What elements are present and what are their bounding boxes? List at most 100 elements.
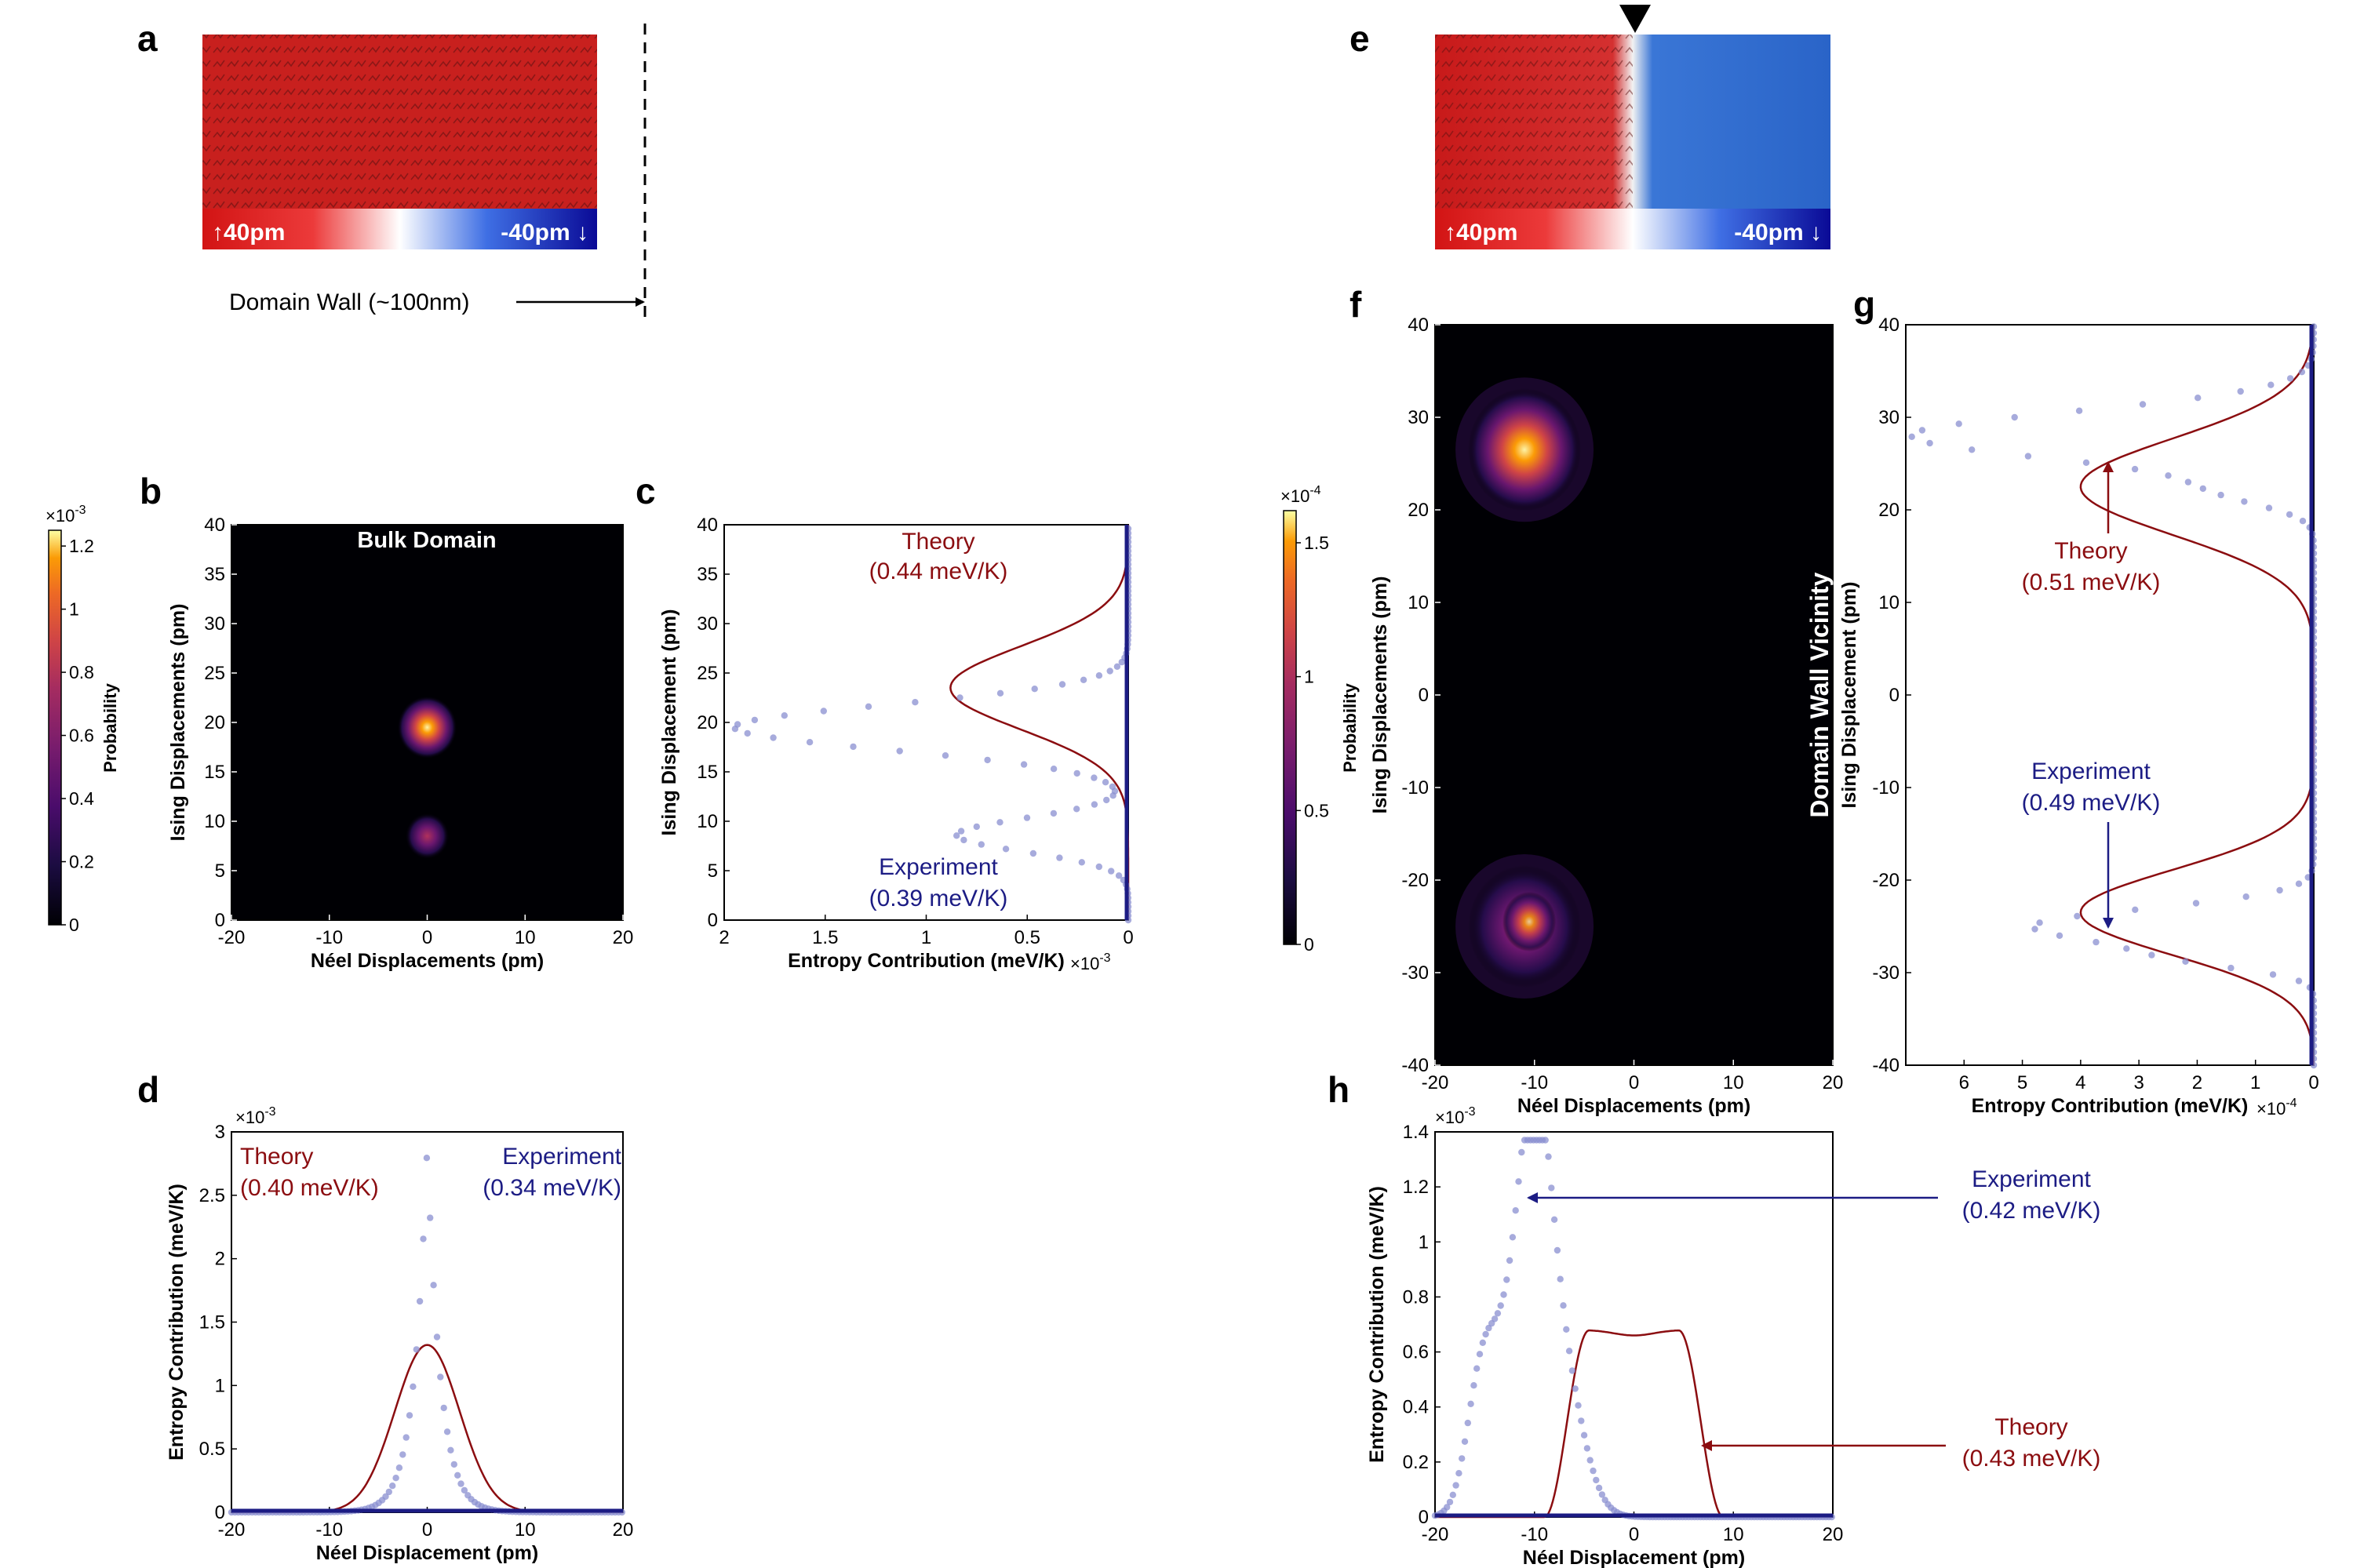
colorbar-tick-label: 1 bbox=[69, 599, 79, 620]
panel-label-a: a bbox=[137, 18, 158, 59]
experiment-marker bbox=[2298, 369, 2306, 376]
experiment-marker bbox=[1444, 1504, 1451, 1511]
x-tick-label: -10 bbox=[1521, 1072, 1548, 1093]
x-tick-label: 5 bbox=[2017, 1072, 2027, 1093]
experiment-marker bbox=[1464, 1419, 1472, 1427]
y-tick-label: 20 bbox=[1878, 500, 1900, 521]
x-tick-label: 20 bbox=[613, 927, 634, 948]
experiment-marker bbox=[978, 841, 985, 848]
experiment-marker bbox=[2132, 906, 2139, 914]
experiment-marker bbox=[1500, 1291, 1507, 1298]
experiment-marker bbox=[2295, 880, 2303, 887]
experiment-marker bbox=[2286, 511, 2293, 518]
colorbar-b: ×10-3 Probability 1.2 1 0.8 0.6 0.4 0.2 0 bbox=[46, 504, 120, 935]
y-tick-label: 10 bbox=[697, 811, 718, 832]
x-axis-exponent: ×10-4 bbox=[2256, 1097, 2297, 1119]
panel-label-h: h bbox=[1328, 1069, 1350, 1110]
experiment-marker bbox=[1102, 779, 1109, 786]
experiment-marker bbox=[2011, 413, 2018, 421]
experiment-marker bbox=[2036, 919, 2043, 926]
experiment-marker bbox=[1918, 427, 1926, 434]
experiment-value: (0.42 meV/K) bbox=[1962, 1198, 2101, 1224]
colorbar-tick-label: 0.5 bbox=[1304, 800, 1329, 820]
experiment-marker bbox=[1095, 672, 1103, 679]
x-tick-label: 4 bbox=[2075, 1072, 2085, 1093]
y-axis-exponent: ×10-3 bbox=[235, 1105, 276, 1127]
y-tick-label: 1 bbox=[1419, 1231, 1429, 1253]
x-tick-label: 0 bbox=[1629, 1524, 1639, 1545]
x-axis-label: Entropy Contribution (meV/K) bbox=[788, 950, 1065, 972]
experiment-marker bbox=[1503, 1276, 1510, 1283]
theory-curve bbox=[231, 1344, 623, 1514]
experiment-marker bbox=[1485, 1324, 1492, 1332]
experiment-marker bbox=[1908, 433, 1915, 440]
y-tick-label: 5 bbox=[215, 860, 225, 882]
experiment-marker bbox=[423, 1155, 431, 1162]
y-tick-label: -10 bbox=[1401, 777, 1429, 799]
colorbar-tick-label: 1 bbox=[1304, 667, 1314, 687]
experiment-marker bbox=[1580, 1432, 1588, 1439]
experiment-marker bbox=[1542, 1137, 1549, 1144]
x-axis-label: Entropy Contribution (meV/K) bbox=[1972, 1095, 2249, 1117]
y-tick-label: 10 bbox=[1878, 592, 1900, 613]
x-tick-label: 1.5 bbox=[812, 927, 838, 948]
experiment-marker bbox=[1467, 1400, 1474, 1408]
experiment-marker bbox=[1578, 1417, 1585, 1424]
panel-e-colorscale bbox=[1435, 209, 1830, 249]
y-tick-label: 40 bbox=[1878, 315, 1900, 336]
x-axis-label: Néel Displacement (pm) bbox=[1523, 1547, 1745, 1568]
experiment-marker bbox=[1575, 1402, 1582, 1409]
colorbar-tick-label: 0.6 bbox=[69, 726, 94, 746]
experiment-marker bbox=[1446, 1498, 1454, 1506]
experiment-marker bbox=[1473, 1365, 1481, 1372]
panel-label-e: e bbox=[1350, 18, 1370, 59]
experiment-marker bbox=[953, 832, 960, 839]
experiment-marker bbox=[454, 1472, 461, 1479]
y-tick-label: 30 bbox=[1408, 407, 1429, 428]
panel-label-b: b bbox=[140, 471, 162, 511]
experiment-marker bbox=[1029, 849, 1037, 857]
x-tick-label: 10 bbox=[1723, 1524, 1744, 1545]
domain-wall-annotation: Domain Wall (~100nm) bbox=[229, 289, 470, 315]
experiment-marker bbox=[1002, 846, 1010, 853]
experiment-marker bbox=[1056, 854, 1063, 861]
experiment-marker bbox=[1955, 420, 1962, 427]
experiment-marker bbox=[850, 743, 857, 751]
y-tick-label: 0.2 bbox=[1403, 1452, 1429, 1473]
theory-label: Theory bbox=[901, 529, 974, 555]
theory-label: Theory bbox=[1994, 1414, 2067, 1440]
chart-f-domain-wall-heatmap: -20 -10 0 10 20 -40 -30 -20 -10 0 10 20 30 40 Néel Dis… bbox=[1369, 315, 1843, 1117]
experiment-marker bbox=[1598, 1491, 1606, 1498]
experiment-marker bbox=[1449, 1491, 1457, 1499]
x-tick-label: 0 bbox=[422, 927, 432, 948]
experiment-marker bbox=[2082, 459, 2090, 466]
panel-a-scale-left: ↑40pm bbox=[212, 220, 285, 246]
experiment-marker bbox=[1926, 439, 1933, 447]
panel-label-g: g bbox=[1853, 284, 1875, 325]
experiment-marker bbox=[1050, 809, 1058, 817]
colorbar-f-exponent: ×10-4 bbox=[1280, 484, 1321, 506]
experiment-marker bbox=[1568, 1367, 1576, 1374]
x-tick-label: 0 bbox=[1629, 1072, 1639, 1093]
experiment-marker bbox=[389, 1483, 396, 1490]
experiment-marker bbox=[395, 1464, 403, 1472]
experiment-marker bbox=[1550, 1216, 1558, 1224]
x-tick-label: 0 bbox=[422, 1519, 432, 1541]
experiment-marker bbox=[1023, 814, 1031, 821]
y-tick-label: 40 bbox=[697, 515, 718, 536]
x-tick-label: 0 bbox=[2308, 1072, 2318, 1093]
colorbar-f: ×10-4 Probability 1.5 1 0.5 0 bbox=[1280, 484, 1360, 955]
experiment-marker bbox=[996, 819, 1003, 826]
y-axis-label: Ising Displacements (pm) bbox=[1369, 577, 1391, 814]
colorbar-tick-label: 0.8 bbox=[69, 662, 94, 682]
experiment-marker bbox=[1078, 859, 1086, 866]
x-axis-label: Néel Displacements (pm) bbox=[1517, 1095, 1750, 1117]
y-tick-label: 40 bbox=[204, 515, 225, 536]
y-tick-label: 0.6 bbox=[1403, 1342, 1429, 1363]
experiment-marker bbox=[1572, 1385, 1579, 1392]
heatmap-title: Bulk Domain bbox=[357, 528, 496, 553]
x-tick-label: -10 bbox=[315, 927, 343, 948]
y-tick-label: 0 bbox=[708, 910, 718, 931]
x-tick-label: 1 bbox=[2250, 1072, 2260, 1093]
